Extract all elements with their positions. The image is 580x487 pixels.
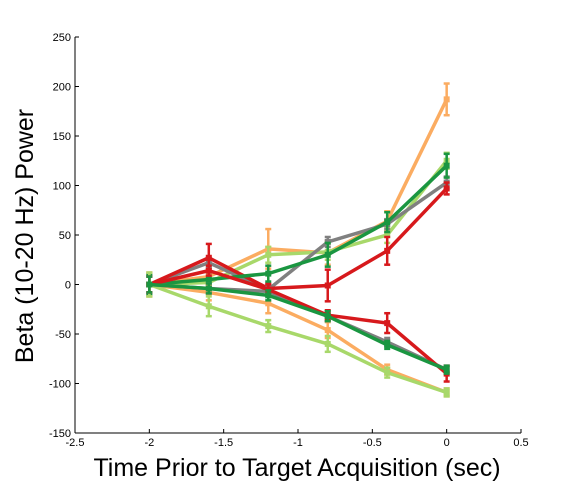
x-axis-label: Time Prior to Target Acquisition (sec) [93,454,500,482]
y-tick-label: 150 [53,131,71,143]
y-tick-label: 0 [65,280,71,292]
data-point [384,369,391,376]
data-point [205,285,212,292]
data-point [443,96,450,103]
series-6 [146,271,450,398]
data-point [205,267,212,274]
x-tick-label: 0.5 [513,437,528,449]
y-tick-label: 100 [53,181,71,193]
y-tick-label: 250 [53,32,71,44]
data-point [205,276,212,283]
series-line [147,282,449,395]
y-tick-label: -100 [49,379,71,391]
data-point [324,327,331,334]
series-line [147,159,449,287]
data-point [205,303,212,310]
data-point [265,323,272,330]
data-point [443,185,450,192]
series-line [147,163,449,287]
x-tick-label: -1.5 [214,437,233,449]
data-point [146,281,153,288]
data-point [384,341,391,348]
x-tick-label: 0 [444,437,450,449]
series-9 [146,275,450,375]
data-point [324,282,331,289]
y-tick-label: -150 [49,428,71,440]
series-line [147,282,449,372]
x-tick-label: -0.5 [363,437,382,449]
y-axis-label: Beta (10-20 Hz) Power [11,109,39,363]
data-point [443,162,450,169]
data-point [324,313,331,320]
data-point [384,320,391,327]
y-tick-label: -50 [55,329,71,341]
data-point [384,247,391,254]
data-point [443,389,450,396]
plot-area [146,82,450,398]
axes: -2.5 -2 -1.5 -1 -0.5 0 0.5 -150 -100 -50 0 50 100 150… [49,32,529,449]
data-point [205,254,212,261]
series-line [147,186,449,291]
data-point [443,366,450,373]
data-point [384,219,391,226]
data-point [324,251,331,258]
data-point [384,232,391,238]
x-tick-label: -1 [293,437,303,449]
series-line [147,268,449,376]
data-point [265,251,272,258]
y-tick-label: 50 [59,230,71,242]
y-tick-label: 200 [53,82,71,94]
data-point [324,340,331,347]
data-point [265,300,272,307]
x-tick-label: -2 [144,437,154,449]
series-line [147,282,449,395]
series-line [147,97,449,287]
x-tick-label: -2.5 [66,437,85,449]
data-point [265,270,272,277]
series-line [147,282,449,372]
data-point [265,292,272,299]
